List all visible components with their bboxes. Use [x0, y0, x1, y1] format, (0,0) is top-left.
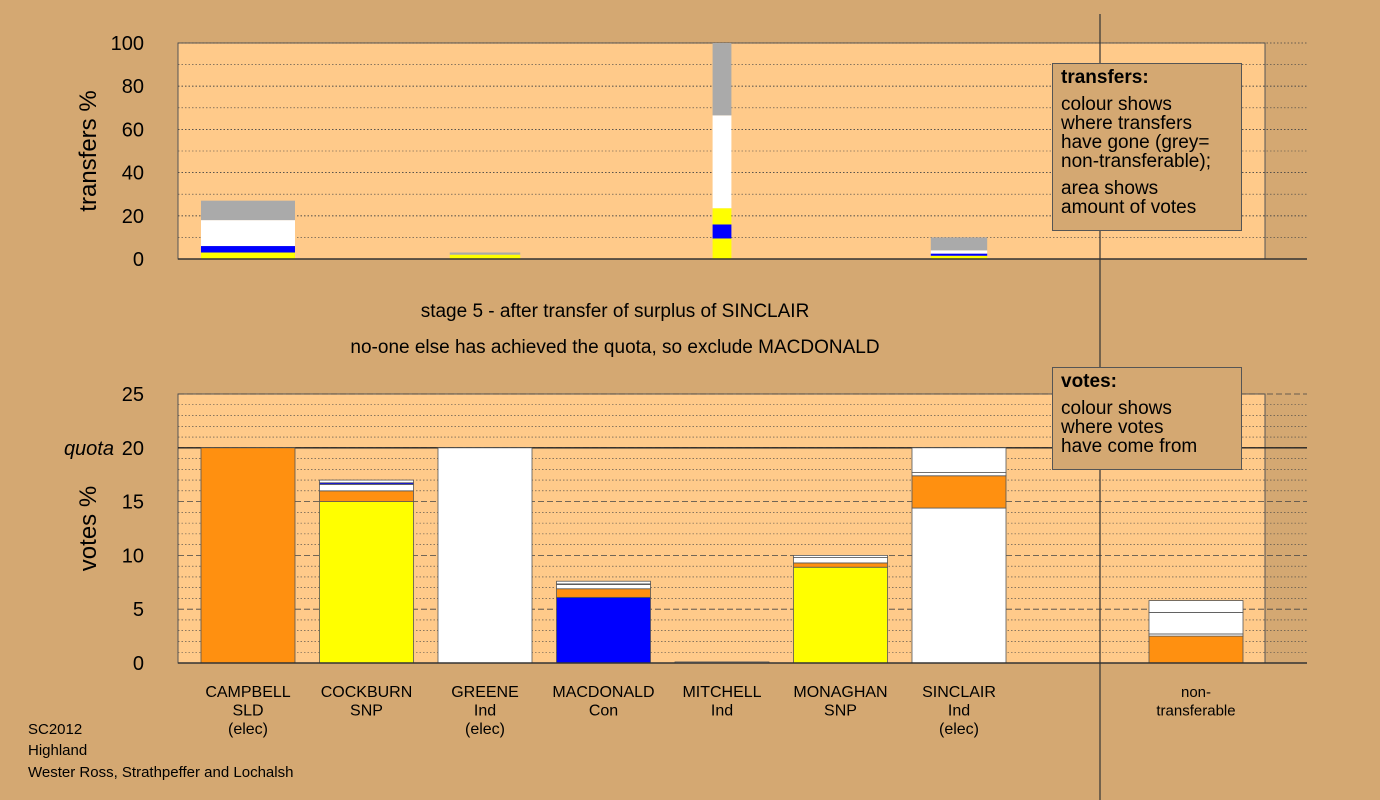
votes-bar-segment-sld: [911, 475, 1007, 509]
votes-bar-segment-ind: [556, 580, 651, 585]
votes-bar-segment-ind: [437, 447, 533, 664]
votes-bar-segment-snp: [319, 501, 414, 664]
transfers-bar-segment-ind: [712, 115, 732, 209]
transfers-legend-line: non-transferable);: [1061, 151, 1211, 172]
transfers-tick-label: 20: [122, 206, 144, 228]
transfers-legend-title: transfers:: [1061, 67, 1149, 88]
votes-bar-segment-ind: [556, 584, 651, 590]
votes-bar-segment-sld: [200, 447, 296, 664]
transfers-legend-line: area shows: [1061, 178, 1159, 199]
votes-bar-segment-ind: [1148, 612, 1244, 635]
votes-bar-segment-ind: [319, 479, 414, 484]
votes-tick-label: 15: [122, 492, 144, 514]
votes-tick-label: 0: [133, 653, 144, 675]
transfers-tick-label: 40: [122, 163, 144, 185]
transfers-legend-line: have gone (grey=: [1061, 132, 1210, 153]
votes-bar-segment-ind: [1148, 600, 1244, 613]
transfers-tick-label: 60: [122, 119, 144, 141]
transfers-bar-segment-snp: [712, 208, 732, 225]
transfers-axis-label: transfers %: [75, 90, 102, 211]
transfers-bar-segment-non-transferable: [930, 237, 988, 251]
category-label: (elec): [465, 721, 505, 738]
votes-bar-segment-sld: [319, 490, 414, 502]
votes-bar-segment-sld: [556, 588, 651, 598]
quota-label: quota: [64, 438, 114, 460]
category-label: (elec): [939, 721, 979, 738]
category-label: SNP: [824, 703, 857, 720]
footer-ward: Wester Ross, Strathpeffer and Lochalsh: [28, 764, 294, 781]
stage-caption: stage 5 - after transfer of surplus of S…: [420, 301, 810, 322]
category-label: transferable: [1156, 703, 1235, 720]
footer-election: SC2012: [28, 721, 83, 738]
votes-bar-segment-sld: [793, 562, 888, 568]
votes-bar-segment-ind: [793, 555, 888, 558]
votes-legend-line: where votes: [1061, 417, 1164, 438]
category-label: MITCHELL: [682, 684, 761, 701]
category-label: Ind: [711, 703, 733, 720]
category-label: SLD: [232, 703, 263, 720]
exclusion-caption: no-one else has achieved the quota, so e…: [350, 337, 880, 358]
transfers-tick-label: 100: [111, 33, 144, 55]
votes-tick-label: 25: [122, 384, 144, 406]
votes-legend-line: colour shows: [1061, 398, 1172, 419]
transfers-bar-segment-snp: [930, 255, 988, 259]
votes-bar-segment-ind: [911, 507, 1007, 664]
votes-bar-segment-ind: [319, 483, 414, 492]
footer-council: Highland: [28, 742, 88, 759]
transfers-bar-segment-ind: [930, 250, 988, 254]
votes-bar-segment-ind: [793, 557, 888, 564]
transfers-bar-segment-con: [201, 246, 295, 253]
votes-legend-title: votes:: [1061, 371, 1117, 392]
votes-bar-segment-sld: [1148, 635, 1244, 664]
votes-tick-label: 5: [133, 599, 144, 621]
transfers-legend-line: amount of votes: [1061, 197, 1197, 218]
transfers-bar-segment-snp: [201, 252, 295, 259]
votes-bar-segment-ind: [911, 472, 1007, 477]
transfers-bar-segment-non-transferable: [201, 200, 295, 221]
transfers-legend-line: where transfers: [1061, 113, 1192, 134]
category-label: MACDONALD: [552, 684, 654, 701]
transfers-tick-label: 80: [122, 76, 144, 98]
votes-bar-segment-ind: [911, 447, 1007, 473]
transfers-bar-segment-con: [712, 224, 732, 239]
votes-legend: votes: colour shows where votes have com…: [1052, 367, 1242, 470]
category-label: COCKBURN: [321, 684, 413, 701]
votes-axis-label: votes %: [75, 486, 102, 571]
transfers-bar-segment-snp: [449, 254, 521, 259]
votes-bar-segment-con: [556, 596, 651, 664]
transfers-legend-line: colour shows: [1061, 94, 1172, 115]
votes-tick-label: 10: [122, 545, 144, 567]
votes-legend-line: have come from: [1061, 436, 1198, 457]
category-label: CAMPBELL: [205, 684, 290, 701]
transfers-bar-segment-snp: [712, 238, 732, 259]
category-label: Con: [589, 703, 618, 720]
category-label: (elec): [228, 721, 268, 738]
category-label: non-: [1181, 684, 1211, 701]
category-label: Ind: [474, 703, 496, 720]
category-label: SNP: [350, 703, 383, 720]
transfers-bar-segment-ind: [201, 220, 295, 247]
transfers-tick-label: 0: [133, 249, 144, 271]
transfers-bar-segment-con: [930, 253, 988, 256]
transfers-legend: transfers: colour shows where transfers …: [1052, 63, 1242, 231]
votes-bar-segment-snp: [793, 566, 888, 664]
transfers-bar-segment-non-transferable: [449, 252, 521, 255]
category-label: GREENE: [451, 684, 519, 701]
transfers-bar-segment-non-transferable: [712, 43, 732, 116]
category-label: Ind: [948, 703, 970, 720]
category-label: SINCLAIR: [922, 684, 996, 701]
votes-tick-label: 20: [122, 438, 144, 460]
category-label: MONAGHAN: [793, 684, 887, 701]
